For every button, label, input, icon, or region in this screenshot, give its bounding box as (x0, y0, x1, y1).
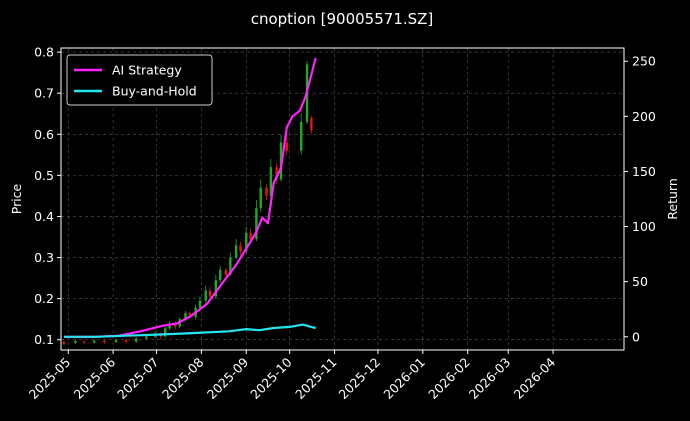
candle-body (285, 142, 288, 151)
candle-body (103, 340, 106, 343)
y-tick-label: 0.6 (34, 127, 54, 142)
y2-axis-title: Return (665, 178, 680, 219)
y-tick-label: 0.3 (34, 250, 54, 265)
candle-body (265, 187, 268, 196)
y-tick-label: 0.2 (34, 291, 54, 306)
candle-body (184, 313, 187, 320)
candle-body (229, 257, 232, 275)
candle-body (224, 269, 228, 275)
candle-body (164, 328, 167, 337)
chart-title: cnoption [90005571.SZ] (251, 10, 434, 28)
legend-box (66, 54, 213, 106)
candle-body (300, 121, 303, 151)
candle-body (93, 340, 96, 343)
candle-body (239, 245, 242, 252)
y2-tick-label: 50 (632, 274, 648, 289)
candle-body (219, 269, 222, 281)
y-axis-title: Price (9, 183, 24, 214)
candle-body (259, 187, 262, 209)
y-tick-label: 0.4 (34, 209, 54, 224)
y-axis-right: 0 50 100 150 200 250 (624, 54, 656, 344)
y-axis-left: 0.1 0.2 0.3 0.4 0.5 0.6 0.7 0.8 (34, 45, 61, 347)
candle-body (310, 117, 313, 131)
plot-frame (60, 47, 625, 351)
buy-and-hold-line (63, 323, 316, 338)
candle-body (269, 167, 273, 196)
candle-body (255, 208, 258, 240)
candle-body (114, 340, 118, 343)
candle-body (124, 340, 128, 342)
return-lines (63, 57, 317, 338)
candle-body (214, 280, 218, 297)
candle-body (275, 167, 278, 180)
y2-tick-label: 100 (632, 219, 656, 234)
candle-body (82, 341, 86, 343)
candle-body (174, 323, 177, 327)
y2-tick-label: 150 (632, 164, 656, 179)
candle-body (245, 232, 248, 252)
legend-label-buy-and-hold: Buy-and-Hold (112, 84, 197, 99)
y2-tick-label: 200 (632, 109, 656, 124)
candle-body (249, 232, 252, 240)
legend: AI Strategy Buy-and-Hold (66, 54, 213, 106)
y-tick-label: 0.7 (34, 86, 54, 101)
candle-body (198, 300, 202, 308)
candle-body (188, 313, 192, 318)
legend-label-ai-strategy: AI Strategy (112, 63, 182, 78)
candle-body (145, 336, 148, 339)
y2-tick-label: 250 (632, 54, 656, 69)
candle-body (234, 245, 238, 258)
y-tick-label: 0.8 (34, 45, 54, 60)
ai-strategy-line (63, 57, 317, 338)
candle-body (204, 290, 207, 301)
candle-body (74, 340, 77, 344)
y-tick-label: 0.5 (34, 168, 54, 183)
y-tick-label: 0.1 (34, 332, 54, 347)
candle-body (62, 341, 66, 344)
y2-tick-label: 0 (632, 329, 640, 344)
candle-body (208, 290, 212, 297)
candle-body (135, 338, 138, 342)
